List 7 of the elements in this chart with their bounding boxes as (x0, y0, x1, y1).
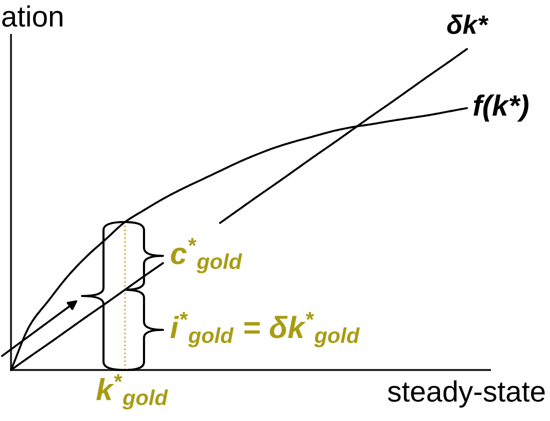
series-label: f(k*) (474, 94, 528, 122)
y-axis-title: ation (2, 5, 62, 27)
annotation: c$^{*}$$_{gold}$ (170, 238, 242, 274)
annotation: i$^{*}$$_{gold}$ = δk$^{*}$$_{gold}$ (170, 312, 360, 348)
x-axis-title: steady-state (388, 380, 545, 408)
series-label: δk* (447, 14, 489, 34)
text: k$^{*}$$_{gold}$ (96, 374, 168, 410)
